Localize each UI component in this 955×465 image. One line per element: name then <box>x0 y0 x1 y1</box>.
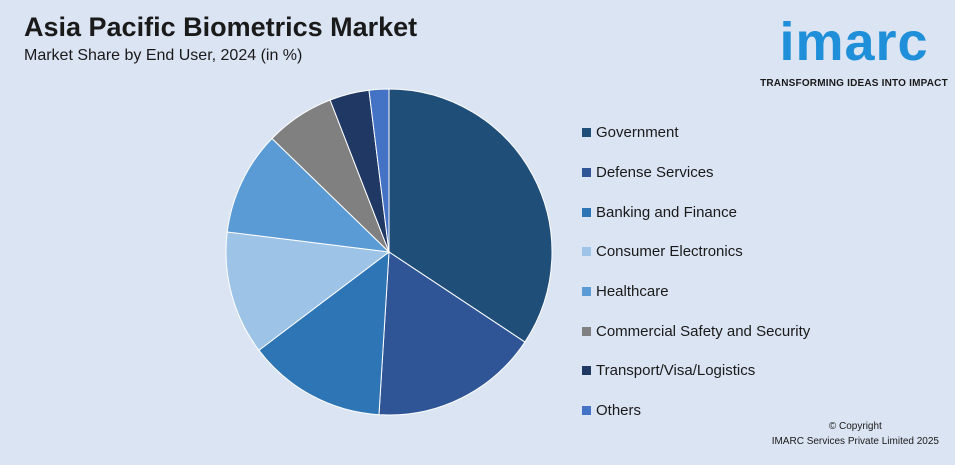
pie-chart <box>225 88 553 416</box>
logo-wordmark: imarc <box>779 12 929 72</box>
copyright-notice: © Copyright IMARC Services Private Limit… <box>772 419 939 449</box>
pie-slice-consumer-electronics <box>225 231 391 351</box>
legend-label: Defense Services <box>596 164 714 182</box>
legend-swatch <box>582 406 591 416</box>
legend-swatch <box>582 207 591 217</box>
pie-slice-healthcare <box>226 137 391 253</box>
legend-label: Others <box>596 402 642 420</box>
legend-swatch <box>582 247 591 257</box>
legend-item: Others <box>582 391 810 431</box>
imarc-logo: imarc TRANSFORMING IDEAS INTO IMPACT <box>760 8 948 90</box>
legend-item: Defense Services <box>582 153 810 193</box>
logo-tagline: TRANSFORMING IDEAS INTO IMPACT <box>760 78 948 89</box>
pie-slice-others <box>368 88 390 253</box>
legend-item: Healthcare <box>582 272 810 312</box>
legend-item: Consumer Electronics <box>582 232 810 272</box>
legend-item: Transport/Visa/Logistics <box>582 351 810 391</box>
legend-swatch <box>582 168 591 178</box>
chart-title: Asia Pacific Biometrics Market <box>24 12 418 42</box>
legend-item: Government <box>582 113 810 153</box>
legend-swatch <box>582 366 591 376</box>
chart-legend: Government Defense Services Banking and Fi… <box>582 113 810 431</box>
legend-label: Transport/Visa/Logistics <box>596 362 756 380</box>
legend-item: Commercial Safety and Security <box>582 311 810 351</box>
legend-swatch <box>582 128 591 138</box>
chart-subtitle: Market Share by End User, 2024 (in %) <box>24 47 303 64</box>
pie-slice-defense-services <box>378 251 526 416</box>
legend-label: Banking and Finance <box>596 203 737 221</box>
legend-item: Banking and Finance <box>582 192 810 232</box>
legend-swatch <box>582 287 591 297</box>
pie-slice-banking-and-finance <box>258 250 390 416</box>
copyright-line: © Copyright <box>828 421 882 432</box>
legend-label: Consumer Electronics <box>596 243 743 261</box>
legend-label: Healthcare <box>596 283 669 301</box>
company-line: IMARC Services Private Limited 2025 <box>771 436 939 447</box>
legend-swatch <box>582 326 591 336</box>
legend-label: Government <box>596 124 679 142</box>
legend-label: Commercial Safety and Security <box>596 322 811 340</box>
